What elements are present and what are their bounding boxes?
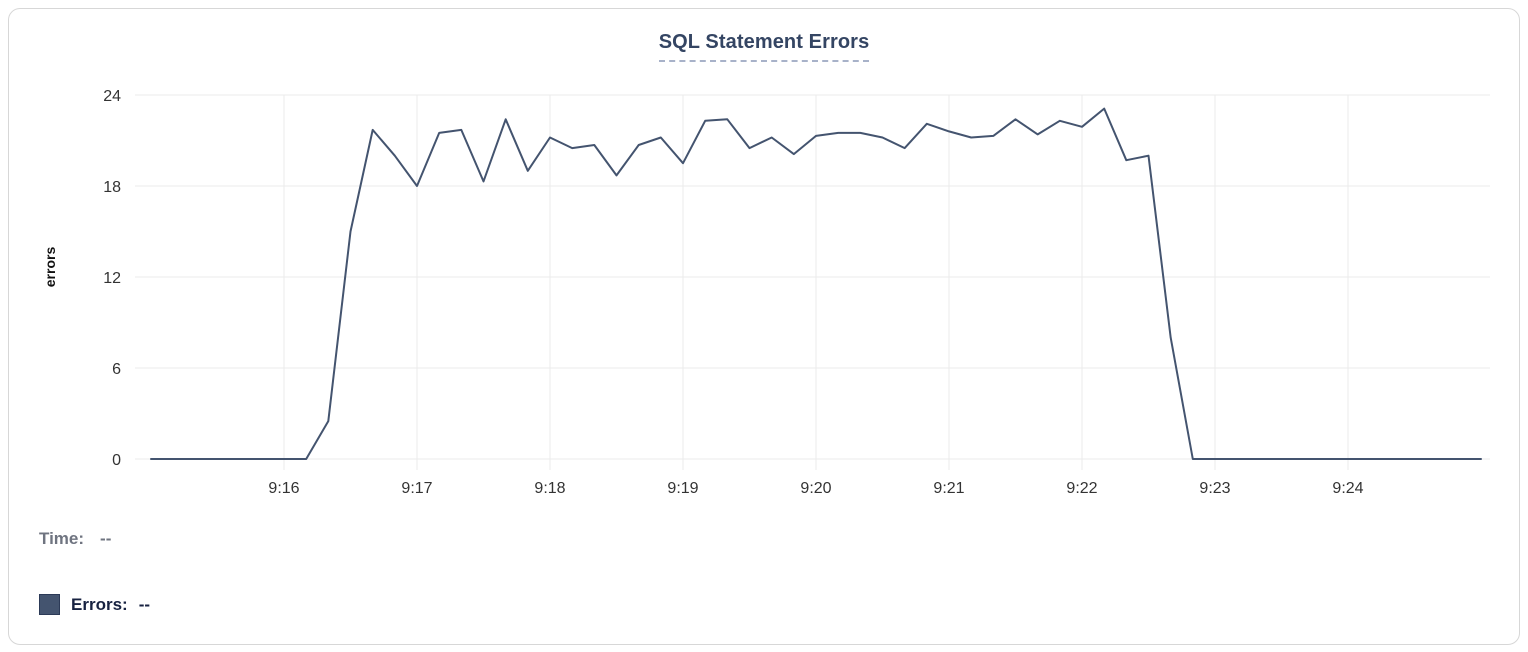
chart-card: SQL Statement Errors 0 6 12 18 24 9:16 9:17 9:… [8,8,1520,645]
chart-header: SQL Statement Errors [9,31,1519,62]
x-tick-labels: 9:16 9:17 9:18 9:19 9:20 9:21 9:22 9:23 9:24 [268,480,1363,497]
x-tick-label: 9:16 [268,480,299,497]
hover-readout-errors: Errors: -- [39,594,150,615]
x-tick-label: 9:20 [800,480,831,497]
x-tick-label: 9:19 [667,480,698,497]
x-tick-label: 9:18 [534,480,565,497]
time-label: Time: [39,529,85,548]
y-tick-label: 12 [103,270,121,287]
y-tick-labels: 0 6 12 18 24 [103,88,121,469]
chart-plot-area[interactable]: 0 6 12 18 24 9:16 9:17 9:18 9:19 9:20 9:21 9:22 9:2… [9,9,1528,509]
y-tick-label: 24 [103,88,121,105]
y-axis-title: errors [42,247,58,288]
x-tick-label: 9:17 [401,480,432,497]
errors-label: Errors: [71,594,128,614]
series-lines [150,107,1482,460]
gridlines [135,94,1490,470]
x-tick-label: 9:21 [933,480,964,497]
errors-value: -- [138,594,151,614]
time-value: -- [100,529,112,548]
chart-title[interactable]: SQL Statement Errors [658,31,870,62]
y-tick-label: 0 [112,452,121,469]
x-tick-label: 9:22 [1066,480,1097,497]
y-tick-label: 6 [112,361,121,378]
x-tick-label: 9:24 [1332,480,1363,497]
hover-readout-time: Time: -- [39,529,111,549]
errors-line [150,107,1482,460]
y-tick-label: 18 [103,179,121,196]
x-tick-label: 9:23 [1199,480,1230,497]
errors-legend-swatch-icon [39,594,60,615]
